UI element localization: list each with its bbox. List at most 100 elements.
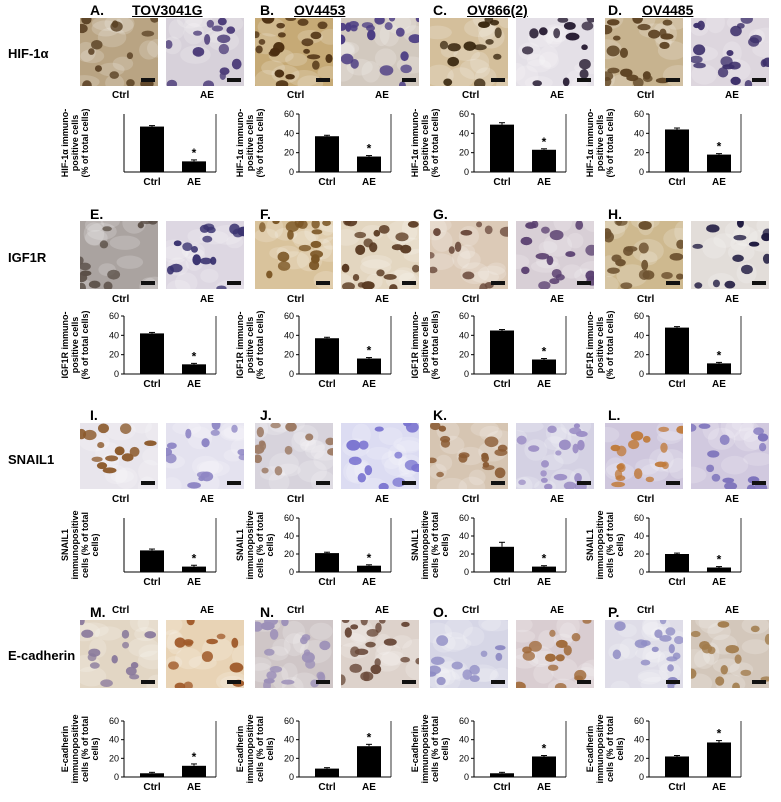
nucleus <box>272 221 280 225</box>
nucleus <box>137 222 144 229</box>
nucleus <box>607 267 620 274</box>
nucleus <box>415 18 419 23</box>
nucleus <box>730 25 742 37</box>
micrograph-image <box>255 620 333 688</box>
nucleus <box>611 481 626 488</box>
nucleus <box>125 666 137 676</box>
y-tick-label: 40 <box>284 531 294 541</box>
nucleus <box>577 439 585 451</box>
bar-chart: IGF1R immuno-positive cells (% of total c… <box>585 310 742 390</box>
nucleus <box>191 246 198 253</box>
nucleus <box>354 648 369 656</box>
y-tick-label: 20 <box>459 549 469 559</box>
image-label-ae: AE <box>725 605 739 616</box>
nucleus <box>193 50 202 56</box>
nucleus <box>734 654 742 664</box>
nucleus <box>97 442 105 449</box>
nucleus <box>469 675 480 682</box>
y-axis-label: cells (% of total <box>255 716 265 782</box>
nucleus <box>367 29 376 41</box>
nucleus <box>764 633 769 645</box>
nucleus <box>255 454 263 464</box>
significance-marker: * <box>192 551 197 565</box>
nucleus <box>607 67 620 74</box>
nucleus <box>182 242 193 251</box>
nucleus <box>365 641 376 648</box>
bar <box>182 161 206 172</box>
nucleus <box>724 482 738 489</box>
nucleus <box>216 285 227 289</box>
significance-marker: * <box>542 742 547 756</box>
nucleus <box>317 21 328 30</box>
nucleus <box>126 52 134 60</box>
nucleus <box>546 255 554 266</box>
scale-bar <box>491 78 505 82</box>
y-axis-label: positive cells <box>245 317 255 374</box>
nucleus <box>341 22 347 31</box>
y-axis-label: SNAIL1 <box>585 529 595 561</box>
micrograph-image <box>166 423 244 489</box>
nucleus <box>691 55 703 64</box>
nucleus <box>80 23 88 34</box>
nucleus <box>616 463 625 470</box>
nucleus <box>285 73 295 80</box>
y-tick-label: 0 <box>464 369 469 379</box>
scale-bar <box>316 78 330 82</box>
nucleus <box>430 251 435 259</box>
x-tick-label: AE <box>187 782 201 793</box>
y-tick-label: 40 <box>284 330 294 340</box>
x-tick-label: AE <box>187 379 201 390</box>
nucleus <box>438 425 447 432</box>
y-tick-label: 60 <box>284 513 294 523</box>
nucleus <box>462 669 473 680</box>
nucleus <box>549 629 556 637</box>
nucleus <box>231 58 242 70</box>
scale-bar <box>666 78 680 82</box>
y-tick-label: 20 <box>634 549 644 559</box>
y-axis-label: immunopositive <box>70 714 80 783</box>
y-axis-label: SNAIL1 <box>60 529 70 561</box>
nucleus <box>746 484 756 489</box>
nucleus <box>541 226 550 234</box>
cell-line-title: OV4453 <box>294 2 346 18</box>
x-tick-label: Ctrl <box>493 177 510 188</box>
nucleus <box>749 34 762 44</box>
nucleus <box>89 662 100 669</box>
bar-chart: HIF-1α immuno-positive cells (% of total … <box>60 108 217 188</box>
significance-marker: * <box>542 345 547 359</box>
nucleus <box>346 439 361 451</box>
micrograph-image <box>516 221 594 289</box>
image-label-ctrl: Ctrl <box>462 294 480 305</box>
nucleus <box>231 637 239 648</box>
scale-bar <box>491 680 505 684</box>
image-label-ctrl: Ctrl <box>462 605 480 616</box>
scale-bar <box>141 281 155 285</box>
x-tick-label: AE <box>362 577 376 588</box>
y-tick-label: 40 <box>109 735 119 745</box>
nucleus <box>440 435 451 443</box>
y-axis-label: HIF-1α immuno- <box>235 109 245 178</box>
nucleus <box>374 658 381 667</box>
bar-chart: SNAIL1 immunopositive cells (% of total cel… <box>235 510 392 588</box>
y-axis-label: positive cells <box>70 317 80 374</box>
nucleus <box>258 39 266 45</box>
nucleus <box>187 482 201 489</box>
nucleus <box>358 440 369 450</box>
y-axis-label: SNAIL1 <box>410 529 420 561</box>
nucleus <box>383 638 397 646</box>
nucleus <box>376 269 385 277</box>
nucleus <box>130 662 139 669</box>
nucleus <box>379 620 386 624</box>
nucleus <box>476 221 483 228</box>
scale-bar <box>666 281 680 285</box>
nucleus <box>443 78 453 86</box>
y-axis-label: IGF1R immuno- <box>60 311 70 378</box>
nucleus <box>645 476 655 483</box>
nucleus <box>301 38 314 47</box>
y-tick-label: 60 <box>634 311 644 321</box>
y-tick-label: 20 <box>634 753 644 763</box>
nucleus <box>226 26 236 34</box>
bar <box>357 746 381 777</box>
nucleus <box>757 433 769 442</box>
nucleus <box>553 28 561 39</box>
